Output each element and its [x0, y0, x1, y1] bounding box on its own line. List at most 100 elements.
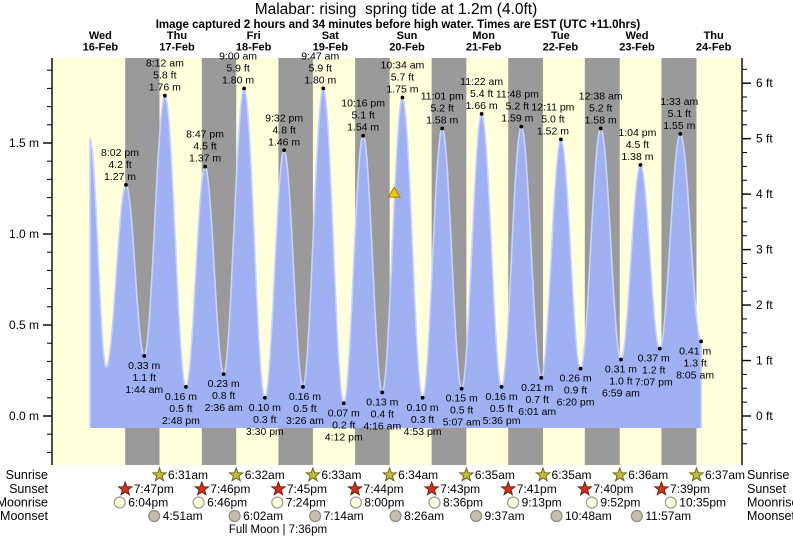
high-tide-label-line: 4.2 ft [108, 159, 131, 171]
day-of-week-label: Fri [247, 30, 261, 42]
tide-extreme-dot [203, 164, 207, 169]
day-date-label: 24-Feb [696, 42, 732, 54]
page-title: Malabar: rising spring tide at 1.2m (4.0… [255, 1, 538, 18]
day-of-week-label: Tue [551, 30, 570, 42]
low-tide-label-line: 0.26 m [560, 373, 592, 385]
low-tide-label-line: 1.1 ft [133, 372, 156, 384]
high-tide-label-line: 1.38 m [621, 151, 653, 163]
sun-moon-rows: 6:31am 6:32am 6:33am 6:34am 6:35am 6:35am 6:36… [113, 466, 745, 536]
tide-extreme-dot [361, 133, 366, 138]
high-tide-label-line: 5.8 ft [153, 70, 176, 82]
moonset-icon [389, 509, 402, 523]
sunrise-icon [535, 466, 552, 482]
sunrise-time: 6:33am [321, 468, 361, 482]
day-date-label: 16-Feb [83, 42, 119, 54]
high-tide-label-line: 9:00 am [219, 50, 257, 62]
low-tide-label-line: 0.07 m [328, 407, 360, 419]
day-date-label: 22-Feb [543, 42, 579, 54]
moonrise-icon [585, 496, 598, 509]
day-date-label: 20-Feb [389, 42, 425, 54]
day-date-label: 18-Feb [236, 42, 272, 54]
moonset-time: 11:57am [645, 509, 691, 523]
sunset-time: 7:39pm [670, 482, 710, 496]
sunrise-time: 6:36am [628, 468, 668, 482]
high-tide-label-line: 11:01 pm [421, 90, 464, 102]
moonrise-icon [507, 496, 520, 509]
sunset-time: 7:43pm [440, 482, 480, 496]
moonset-time: 7:14am [324, 509, 364, 523]
low-tide-label-line: 0.10 m [249, 402, 281, 414]
high-tide-label-line: 5.9 ft [309, 62, 332, 74]
high-tide-label-line: 12:11 pm [531, 101, 574, 113]
tide-extreme-dot [282, 148, 287, 153]
high-tide-label-line: 9:47 am [301, 50, 339, 62]
right-axis-label: 2 ft [756, 298, 773, 312]
tide-extreme-dot [638, 162, 643, 167]
sunset-time: 7:41pm [517, 482, 557, 496]
day-of-week-label: Sun [397, 30, 418, 42]
low-tide-label-line: 1.2 ft [642, 365, 665, 377]
low-tide-label-line: 0.3 ft [253, 414, 276, 426]
high-tide-label-line: 1.52 m [537, 125, 569, 137]
sunrise-time: 6:35am [552, 468, 592, 482]
day-of-week-label: Wed [625, 30, 648, 42]
low-tide-label-line: 6:01 am [518, 406, 556, 418]
moonset-icon [469, 509, 483, 523]
low-tide-label-line: 0.3 ft [411, 414, 434, 426]
high-tide-label-line: 1.58 m [426, 114, 458, 126]
low-tide-label-line: 2:36 am [205, 402, 243, 414]
high-tide-label-line: 1.59 m [501, 113, 533, 125]
low-tide-label-line: 0.4 ft [371, 408, 394, 420]
tide-extreme-dot [124, 182, 128, 187]
high-tide-label-line: 10:16 pm [341, 98, 385, 110]
tide-area [90, 88, 702, 429]
low-tide-label-line: 4:16 am [363, 420, 401, 432]
sunrise-time: 6:31am [168, 468, 208, 482]
moonrise-icon [271, 496, 284, 509]
tide-extreme-dot [479, 111, 484, 116]
low-tide-label-line: 0.2 ft [332, 419, 355, 431]
low-tide-label-line: 0.16 m [486, 391, 518, 403]
tide-extreme-dot [242, 86, 246, 91]
sunrise-time: 6:34am [398, 468, 438, 482]
high-tide-label-line: 1.37 m [189, 153, 221, 165]
sunrise-icon [611, 466, 628, 482]
high-tide-label-line: 1:04 pm [618, 127, 656, 139]
right-axis-label: 5 ft [756, 132, 773, 146]
right-axis-label: 3 ft [756, 243, 773, 257]
high-tide-label-line: 1.66 m [466, 100, 498, 112]
moonrise-time: 6:04pm [128, 496, 168, 510]
low-tide-label-line: 0.16 m [289, 391, 321, 403]
tide-extreme-dot [221, 372, 226, 377]
day-of-week-label: Thu [704, 30, 724, 42]
left-axis-label: 0.0 m [9, 409, 39, 423]
low-tide-label-line: 0.5 ft [450, 405, 473, 417]
sunset-icon [193, 480, 210, 496]
moonrise-icon [664, 496, 677, 509]
high-tide-label-line: 5.2 ft [589, 102, 612, 114]
moonset-time: 8:26am [404, 509, 444, 523]
moonrise-time: 8:36pm [443, 496, 483, 510]
tide-extreme-dot [519, 124, 524, 129]
high-tide-label-line: 8:47 pm [186, 129, 224, 141]
moonset-icon [309, 509, 322, 523]
sunset-icon [270, 480, 287, 496]
high-tide-label-line: 1.80 m [304, 74, 336, 86]
low-tide-label-line: 0.33 m [128, 360, 160, 372]
sunset-time: 7:45pm [287, 482, 327, 496]
sunset-icon [576, 480, 593, 496]
moonrise-icon [113, 496, 126, 509]
day-headers: Wed16-FebThu17-FebFri18-FebSat19-FebSun2… [83, 30, 732, 54]
sunrise-icon [304, 466, 321, 482]
tide-extreme-dot [400, 95, 405, 100]
sunset-icon [653, 480, 670, 496]
low-tide-label-line: 0.31 m [605, 364, 637, 376]
moonset-icon [630, 509, 643, 523]
left-axis-label: 0.5 m [9, 318, 39, 332]
high-tide-label-line: 10:34 am [381, 60, 425, 72]
low-tide-label-line: 4:53 pm [404, 426, 442, 438]
sunrise-time: 6:35am [475, 468, 515, 482]
sunset-time: 7:44pm [364, 482, 404, 496]
sunset-row-label-left: Sunset [9, 482, 48, 496]
